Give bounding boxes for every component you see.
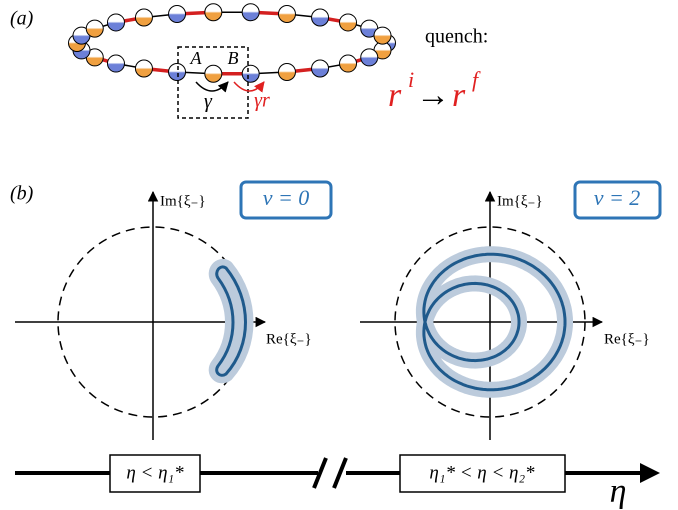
site <box>312 9 329 26</box>
site <box>374 27 391 44</box>
site <box>135 60 152 77</box>
site <box>86 20 103 37</box>
winding-label: ν = 2 <box>594 185 641 210</box>
site <box>135 9 152 26</box>
site <box>169 6 186 23</box>
site <box>361 49 378 66</box>
lattice-ring <box>69 4 396 83</box>
parameter-axis: η < η₁* η₁* < η < η₂* η <box>15 455 660 510</box>
x-axis-label: Re{ξ₋} <box>604 331 650 347</box>
winding-label: ν = 0 <box>263 185 310 210</box>
hop-label: γ <box>204 91 213 113</box>
region-label: η₁* < η < η₂* <box>429 462 535 483</box>
axis-arrowhead <box>640 463 660 483</box>
site <box>242 4 259 21</box>
plot: Im{ξ₋} Re{ξ₋} ν = 0 <box>15 182 331 440</box>
quench-final: r <box>452 77 466 114</box>
quench-initial: r <box>388 77 402 114</box>
x-axis-label: Re{ξ₋} <box>266 331 312 347</box>
plot: Im{ξ₋} Re{ξ₋} ν = 2 <box>360 182 660 440</box>
site-label: A <box>190 48 203 68</box>
site <box>107 55 124 72</box>
axis-label: η <box>610 473 627 510</box>
body: (a) A B γ γr quench: r i → r f (b) Im{ξ₋… <box>0 0 678 510</box>
site <box>278 6 295 23</box>
panel-label: (a) <box>10 8 34 30</box>
y-axis-label: Im{ξ₋} <box>160 193 206 209</box>
site <box>205 65 222 82</box>
site <box>278 63 295 80</box>
site <box>340 14 357 31</box>
site <box>242 65 259 82</box>
panel-label: (b) <box>10 183 34 205</box>
site <box>169 63 186 80</box>
quench-label: quench: <box>425 26 488 48</box>
page: Figure {"panel_a": {"label": "(a)", "sit… <box>0 0 678 510</box>
figure: (a) A B γ γr quench: r i → r f (b) Im{ξ₋… <box>0 0 678 510</box>
site-label: B <box>228 48 239 68</box>
hop-label: γr <box>254 90 270 112</box>
site <box>340 55 357 72</box>
region-label: η < η₁* <box>126 462 184 483</box>
quench-sup: f <box>472 67 481 92</box>
site <box>312 60 329 77</box>
quench-arrow: → <box>416 77 450 114</box>
hop-arrow <box>196 82 228 91</box>
quench-sup: i <box>408 67 414 92</box>
y-axis-label: Im{ξ₋} <box>497 193 543 209</box>
site <box>107 14 124 31</box>
site <box>205 4 222 21</box>
axis-break <box>334 458 346 488</box>
